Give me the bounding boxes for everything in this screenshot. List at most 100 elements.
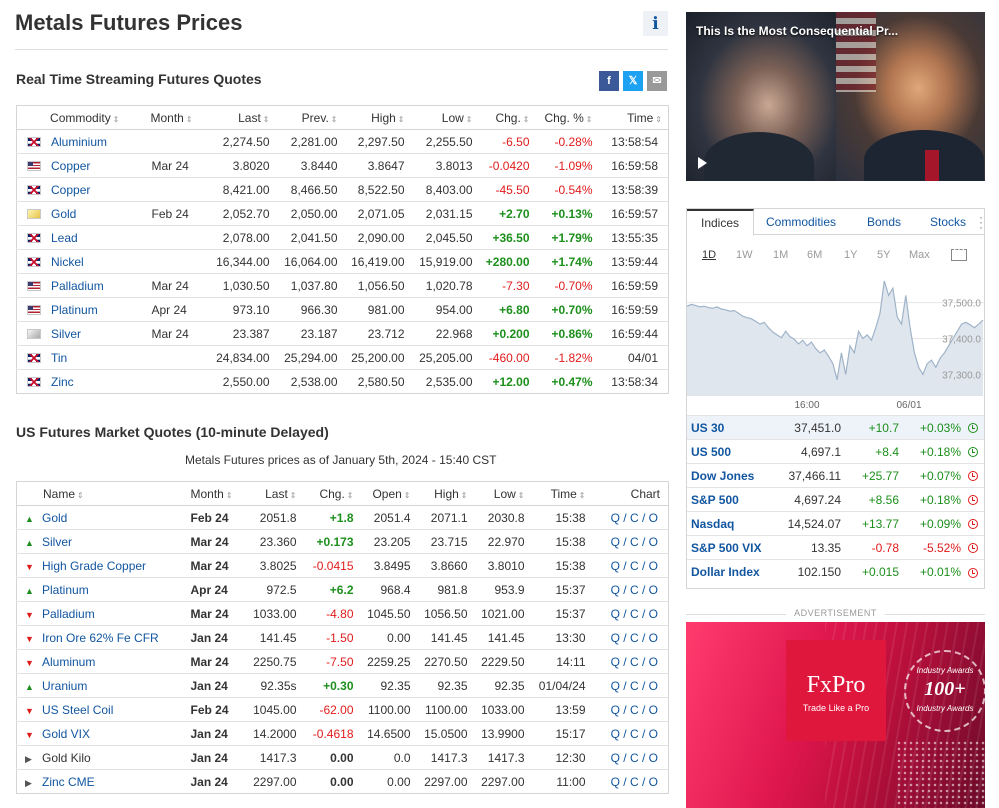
chart-link-q[interactable]: Q — [610, 702, 620, 717]
chart-link-o[interactable]: O — [648, 654, 658, 669]
video-title[interactable]: This Is the Most Consequential Pr... — [696, 24, 899, 38]
commodity-link[interactable]: Palladium — [51, 278, 104, 293]
range-max[interactable]: Max — [909, 249, 930, 261]
contract-link[interactable]: Zinc CME — [42, 774, 95, 789]
contract-link[interactable]: Uranium — [42, 678, 88, 693]
column-header[interactable]: Last ⇕ — [246, 481, 305, 506]
range-1m[interactable]: 1M — [773, 249, 789, 261]
tab-stocks[interactable]: Stocks — [930, 215, 967, 229]
more-tabs-icon[interactable]: · · · — [979, 210, 983, 234]
chart-link-q[interactable]: Q — [610, 558, 620, 573]
chart-link-q[interactable]: Q — [610, 750, 620, 765]
commodity-link[interactable]: Silver — [51, 326, 82, 341]
index-name-link[interactable]: Nasdaq — [687, 511, 769, 536]
chart-link-o[interactable]: O — [648, 702, 658, 717]
chart-link-c[interactable]: C — [629, 774, 639, 789]
chart-link-q[interactable]: Q — [610, 510, 620, 525]
column-header[interactable]: High ⇕ — [418, 481, 476, 506]
column-header[interactable]: Chart — [593, 481, 669, 506]
column-header[interactable]: Low ⇕ — [410, 105, 479, 130]
chart-link-o[interactable]: O — [648, 678, 658, 693]
chart-link-c[interactable]: C — [629, 630, 639, 645]
chart-link-o[interactable]: O — [648, 630, 658, 645]
commodity-link[interactable]: Aluminium — [51, 134, 108, 149]
column-header[interactable]: Time ⇕ — [598, 105, 669, 130]
tab-indices[interactable]: Indices — [687, 209, 755, 236]
contract-link[interactable]: Palladium — [42, 606, 95, 621]
column-header[interactable]: Name ⇕ — [16, 481, 187, 506]
contract-link[interactable]: High Grade Copper — [42, 558, 147, 573]
contract-link[interactable]: Gold VIX — [42, 726, 91, 741]
commodity-link[interactable]: Nickel — [51, 254, 84, 269]
commodity-link[interactable]: Copper — [51, 182, 91, 197]
chart-link-q[interactable]: Q — [610, 534, 620, 549]
video-player[interactable]: This Is the Most Consequential Pr... — [686, 12, 985, 181]
column-header[interactable]: Month ⇕ — [186, 481, 247, 506]
info-icon[interactable]: ℹ — [643, 11, 668, 36]
index-name-link[interactable]: S&P 500 — [687, 487, 769, 512]
tab-commodities[interactable]: Commodities — [766, 215, 837, 229]
chart-link-c[interactable]: C — [629, 654, 639, 669]
index-row[interactable]: Nasdaq 14,524.07 +13.77 +0.09% — [687, 511, 984, 536]
chart-link-c[interactable]: C — [629, 702, 639, 717]
chart-link-o[interactable]: O — [648, 534, 658, 549]
chart-link-q[interactable]: Q — [610, 678, 620, 693]
tab-bonds[interactable]: Bonds — [867, 215, 902, 229]
chart-link-q[interactable]: Q — [610, 726, 620, 741]
commodity-link[interactable]: Platinum — [51, 302, 98, 317]
chart-link-o[interactable]: O — [648, 510, 658, 525]
play-icon[interactable] — [698, 157, 707, 169]
range-1w[interactable]: 1W — [736, 249, 753, 261]
commodity-link[interactable]: Zinc — [51, 374, 74, 389]
chart-link-c[interactable]: C — [629, 558, 639, 573]
column-header[interactable]: Commodity ⇕ — [16, 105, 145, 130]
chart-link-o[interactable]: O — [648, 750, 658, 765]
column-header[interactable]: Chg. ⇕ — [304, 481, 362, 506]
index-row[interactable]: US 500 4,697.1 +8.4 +0.18% — [687, 439, 984, 464]
column-header[interactable]: Open ⇕ — [361, 481, 419, 506]
range-1y[interactable]: 1Y — [844, 249, 858, 261]
chart-link-o[interactable]: O — [648, 558, 658, 573]
index-name-link[interactable]: US 500 — [687, 439, 769, 464]
commodity-link[interactable]: Gold — [51, 206, 77, 221]
twitter-share-icon[interactable]: 𝕏 — [623, 71, 643, 91]
range-1d[interactable]: 1D — [702, 249, 717, 261]
advertisement-banner[interactable]: FxPro Trade Like a Pro Industry Awards 1… — [686, 622, 985, 808]
range-5y[interactable]: 5Y — [877, 249, 891, 261]
range-6m[interactable]: 6M — [807, 249, 823, 261]
index-name-link[interactable]: S&P 500 VIX — [687, 535, 769, 560]
chart-expand-icon[interactable] — [951, 249, 967, 261]
chart-link-q[interactable]: Q — [610, 654, 620, 669]
commodity-link[interactable]: Lead — [51, 230, 78, 245]
contract-link[interactable]: US Steel Coil — [42, 702, 114, 717]
chart-link-q[interactable]: Q — [610, 606, 620, 621]
column-header[interactable]: Low ⇕ — [475, 481, 533, 506]
commodity-link[interactable]: Copper — [51, 158, 91, 173]
index-row[interactable]: S&P 500 4,697.24 +8.56 +0.18% — [687, 487, 984, 512]
chart-link-o[interactable]: O — [648, 582, 658, 597]
chart-link-c[interactable]: C — [629, 678, 639, 693]
index-row[interactable]: S&P 500 VIX 13.35 -0.78 -5.52% — [687, 535, 984, 560]
contract-link[interactable]: Iron Ore 62% Fe CFR — [42, 630, 159, 645]
chart-link-c[interactable]: C — [629, 606, 639, 621]
chart-link-q[interactable]: Q — [610, 582, 620, 597]
chart-link-c[interactable]: C — [629, 510, 639, 525]
column-header[interactable]: Last ⇕ — [210, 105, 276, 130]
chart-link-q[interactable]: Q — [610, 630, 620, 645]
chart-link-c[interactable]: C — [629, 726, 639, 741]
chart-link-c[interactable]: C — [629, 750, 639, 765]
chart-link-c[interactable]: C — [629, 582, 639, 597]
column-header[interactable]: High ⇕ — [343, 105, 411, 130]
contract-link[interactable]: Silver — [42, 534, 73, 549]
commodity-link[interactable]: Tin — [51, 350, 68, 365]
index-row[interactable]: Dow Jones 37,466.11 +25.77 +0.07% — [687, 463, 984, 488]
contract-link[interactable]: Platinum — [42, 582, 89, 597]
index-name-link[interactable]: Dollar Index — [687, 559, 769, 584]
chart-link-o[interactable]: O — [648, 774, 658, 789]
chart-link-c[interactable]: C — [629, 534, 639, 549]
index-name-link[interactable]: US 30 — [687, 415, 769, 440]
index-row[interactable]: Dollar Index 102.150 +0.015 +0.01% — [687, 559, 984, 584]
chart-link-o[interactable]: O — [648, 726, 658, 741]
column-header[interactable]: Time ⇕ — [532, 481, 594, 506]
facebook-share-icon[interactable]: f — [599, 71, 619, 91]
